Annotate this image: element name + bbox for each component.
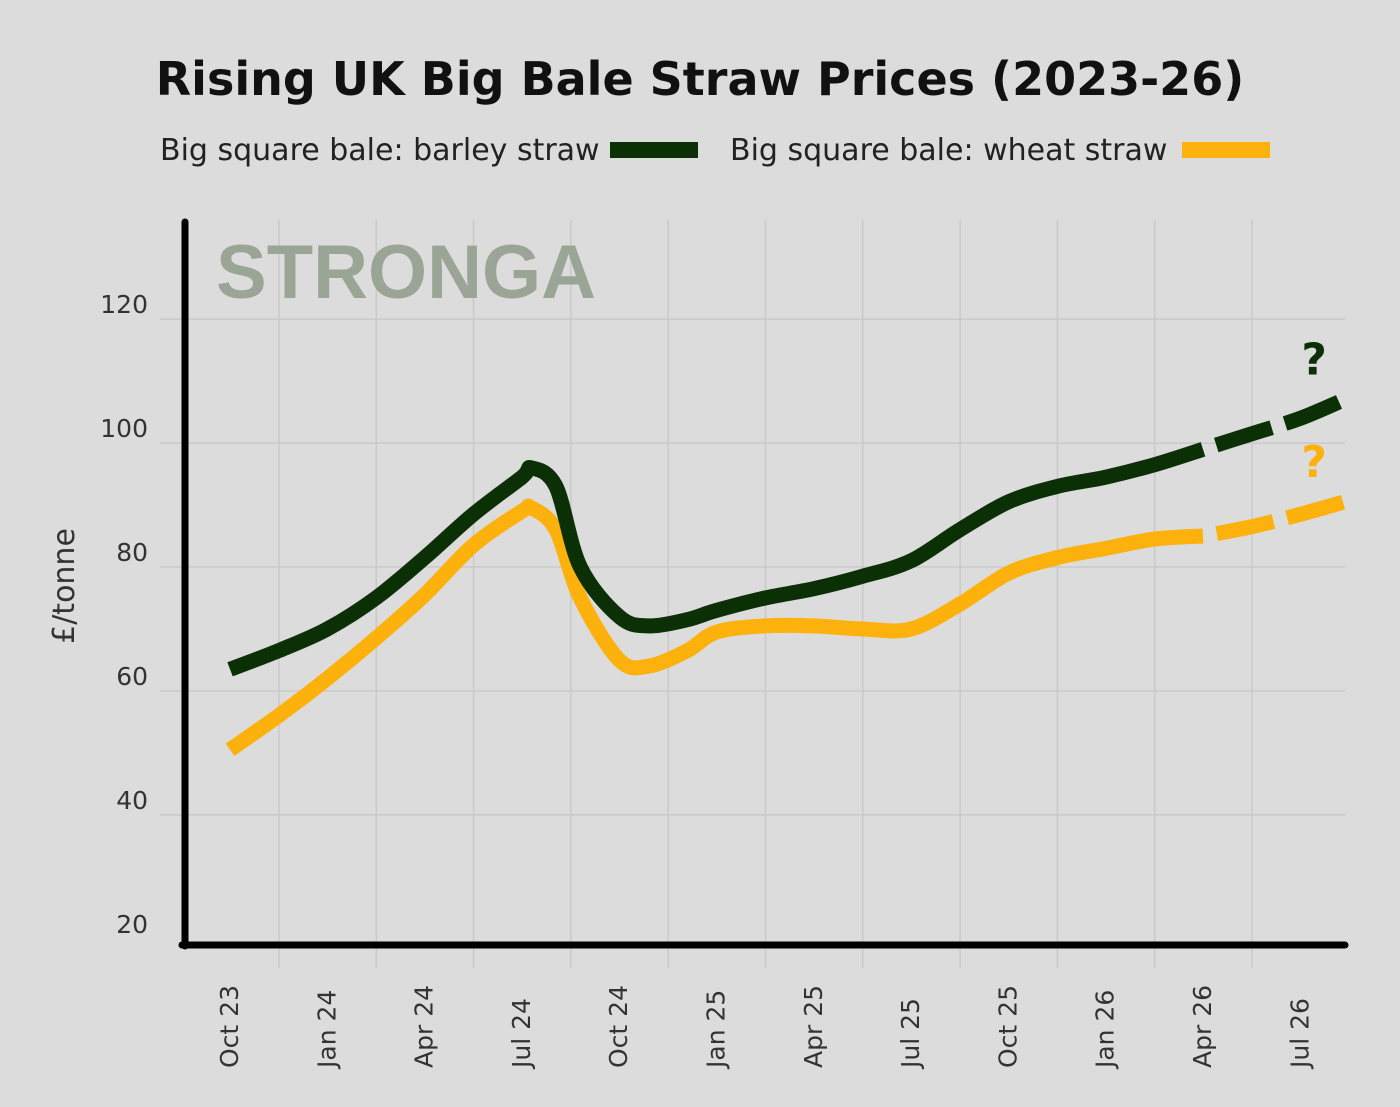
x-tick-label: Oct 24 — [604, 985, 633, 1068]
axes: 20 40 60 80 100 120 Oct 23 Jan 24 Apr 24 Jul 24 Oc… — [100, 218, 1349, 1070]
legend-label: Big square bale: wheat straw — [730, 133, 1167, 168]
y-tick-label: 40 — [116, 786, 148, 815]
series-lines: ?? — [225, 335, 1348, 756]
x-tick-label: Jul 26 — [1285, 998, 1314, 1070]
series-projection — [1200, 392, 1348, 457]
legend: Big square bale: barley straw Big square … — [160, 133, 1270, 168]
projection-question-mark: ? — [1301, 437, 1327, 488]
chart-title: Rising UK Big Bale Straw Prices (2023-26… — [156, 52, 1244, 106]
y-axis-label: £/tonne — [47, 528, 82, 644]
y-tick-label: 120 — [100, 290, 148, 319]
y-tick-label: 60 — [116, 662, 148, 691]
x-tick-label: Apr 24 — [410, 985, 439, 1068]
x-tick-label: Jan 26 — [1091, 990, 1120, 1070]
x-tick-label: Jan 25 — [702, 990, 731, 1070]
series-line — [227, 442, 1206, 677]
y-tick-label: 20 — [116, 910, 148, 939]
x-tick-label: Oct 23 — [215, 985, 244, 1068]
x-tick-label: Apr 25 — [799, 985, 828, 1068]
x-tick-label: Jan 24 — [312, 990, 341, 1070]
series-projection — [1201, 494, 1347, 544]
series-line — [225, 498, 1204, 756]
x-tick-label: Apr 26 — [1188, 985, 1217, 1068]
x-tick-label: Jul 24 — [507, 998, 536, 1070]
projection-question-mark: ? — [1301, 335, 1327, 386]
legend-label: Big square bale: barley straw — [160, 133, 600, 168]
x-tick-label: Oct 25 — [993, 985, 1022, 1068]
y-tick-label: 100 — [100, 414, 148, 443]
y-tick-label: 80 — [116, 538, 148, 567]
x-tick-label: Jul 25 — [896, 998, 925, 1070]
watermark-logo: STRONGA — [216, 230, 596, 315]
